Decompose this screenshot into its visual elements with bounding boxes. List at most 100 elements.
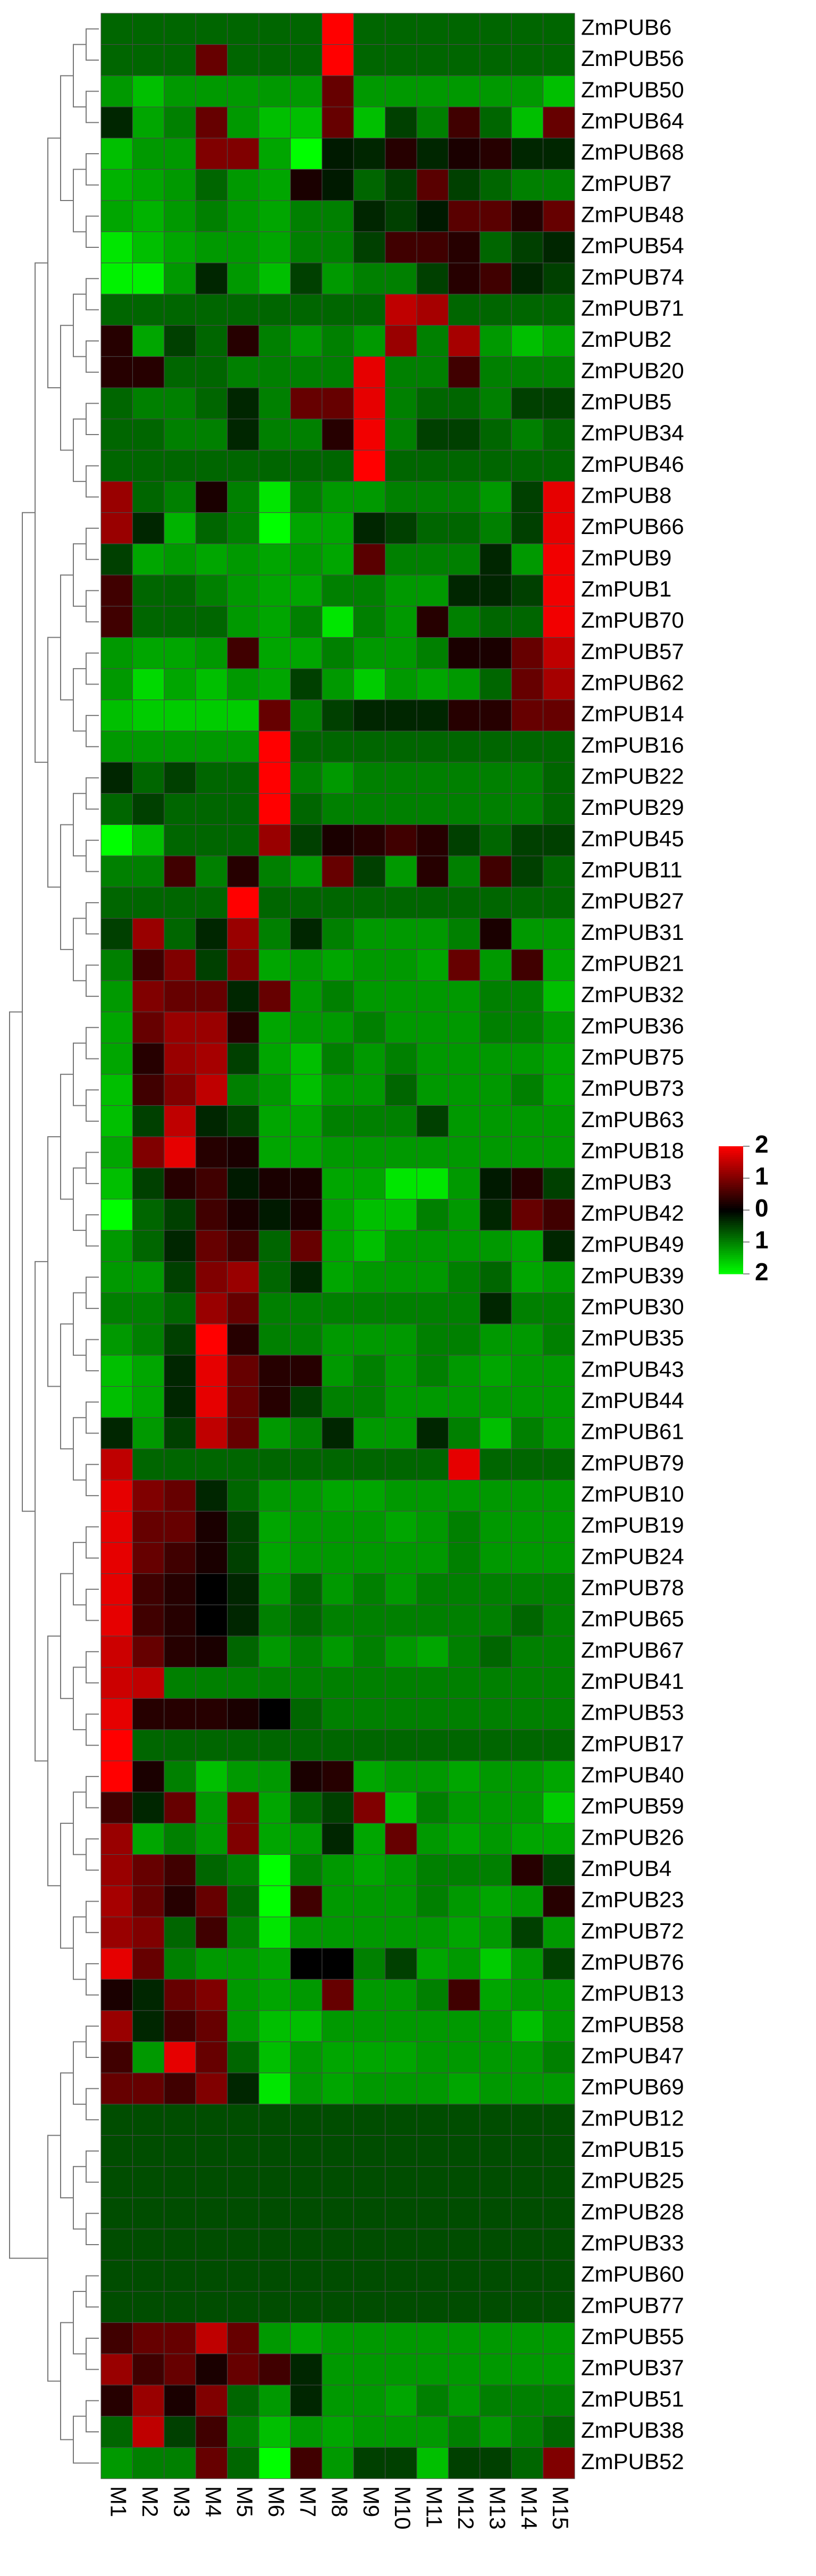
heatmap-cell [290, 2041, 323, 2073]
row-label: ZmPUB4 [581, 1856, 671, 1881]
row-label: ZmPUB74 [581, 264, 684, 289]
heatmap-cell [353, 1667, 386, 1699]
heatmap-cell [416, 793, 449, 825]
heatmap-cell [132, 1198, 165, 1231]
heatmap-cell [290, 75, 323, 107]
heatmap-cell [448, 1667, 481, 1699]
heatmap-cell [132, 2447, 165, 2479]
heatmap-cell [195, 668, 228, 701]
heatmap-cell [132, 1542, 165, 1574]
heatmap-cell [227, 1261, 259, 1294]
heatmap-cell [479, 2197, 512, 2230]
heatmap-cell [100, 2385, 133, 2417]
heatmap-cell [322, 2135, 354, 2167]
heatmap-cell [100, 2322, 133, 2354]
colorbar-segment [719, 1240, 743, 1243]
heatmap-cell [416, 1916, 449, 1949]
heatmap-cell [448, 2447, 481, 2479]
heatmap-cell [100, 2291, 133, 2323]
heatmap-cell [353, 606, 386, 638]
row-label: ZmPUB8 [581, 482, 671, 507]
heatmap-cell [448, 824, 481, 856]
row-label: ZmPUB29 [581, 795, 684, 820]
heatmap-cell [511, 1198, 544, 1231]
heatmap-cell [258, 1791, 291, 1824]
heatmap-cell [385, 793, 417, 825]
heatmap-cell [385, 2135, 417, 2167]
heatmap-cell [479, 419, 512, 451]
heatmap-cell [227, 2322, 259, 2354]
heatmap-cell [448, 325, 481, 357]
heatmap-cell [511, 294, 544, 326]
dendrogram-branch [60, 1073, 73, 1200]
heatmap-cell [132, 2197, 165, 2230]
heatmap-cell [290, 1074, 323, 1106]
heatmap-cell [353, 1979, 386, 2011]
heatmap-cell [227, 262, 259, 295]
heatmap-cell [511, 262, 544, 295]
row-label: ZmPUB76 [581, 1949, 684, 1974]
heatmap-cell [416, 855, 449, 888]
heatmap-cell [227, 1698, 259, 1730]
heatmap-cell [227, 75, 259, 107]
heatmap-cell [416, 1698, 449, 1730]
dendrogram-branch [60, 824, 73, 951]
heatmap-cell [322, 449, 354, 482]
heatmap-cell [416, 1761, 449, 1793]
heatmap-cell [227, 2353, 259, 2386]
heatmap-cell [353, 574, 386, 607]
dendrogram-branch [73, 918, 86, 981]
dendrogram-branch [60, 2322, 73, 2440]
heatmap-cell [322, 2416, 354, 2448]
heatmap-cell [322, 980, 354, 1012]
heatmap-cell [132, 356, 165, 388]
row-label: ZmPUB44 [581, 1388, 684, 1413]
heatmap-cell [511, 138, 544, 170]
heatmap-cell [543, 419, 575, 451]
heatmap-cell [448, 1511, 481, 1543]
heatmap-cell [290, 1761, 323, 1793]
heatmap-cell [322, 1948, 354, 1980]
heatmap-cell [322, 1355, 354, 1387]
heatmap-cell [448, 2041, 481, 2073]
heatmap-cell [448, 1761, 481, 1793]
column-label: M13 [485, 2486, 510, 2530]
heatmap-cell [227, 1417, 259, 1449]
heatmap-cell [448, 949, 481, 981]
heatmap-cell [448, 1948, 481, 1980]
heatmap-cell [132, 1417, 165, 1449]
dendrogram-branch [86, 1588, 99, 1621]
heatmap-cell [416, 1729, 449, 1762]
colorbar-segment [719, 1272, 743, 1274]
heatmap-cell [511, 1948, 544, 1980]
dendrogram-branch [86, 403, 99, 436]
heatmap-cell [416, 574, 449, 607]
heatmap-cell [290, 1043, 323, 1075]
heatmap-cell [132, 1230, 165, 1262]
heatmap-cell [258, 1636, 291, 1668]
heatmap-cell [290, 949, 323, 981]
dendrogram-branch [86, 1651, 99, 1683]
heatmap-cell [132, 1948, 165, 1980]
heatmap-cell [543, 1573, 575, 1605]
heatmap-cell [385, 1386, 417, 1418]
colorbar-label: 2 [755, 1130, 769, 1158]
heatmap-cell [479, 481, 512, 513]
row-label: ZmPUB32 [581, 982, 684, 1007]
heatmap-cell [290, 1105, 323, 1137]
heatmap-cell [227, 169, 259, 201]
heatmap-cell [385, 44, 417, 76]
heatmap-cell [164, 1854, 196, 1886]
heatmap-cell [100, 1511, 133, 1543]
heatmap-cell [227, 1011, 259, 1044]
heatmap-cell [227, 949, 259, 981]
heatmap-cell [543, 1293, 575, 1324]
heatmap-cell [164, 574, 196, 607]
heatmap-cell [479, 730, 512, 763]
heatmap-cell [100, 262, 133, 295]
heatmap-cell [416, 918, 449, 950]
heatmap-cell [511, 2166, 544, 2198]
heatmap-cell [479, 1293, 512, 1324]
heatmap-cell [100, 1011, 133, 1044]
heatmap-cell [353, 2072, 386, 2105]
